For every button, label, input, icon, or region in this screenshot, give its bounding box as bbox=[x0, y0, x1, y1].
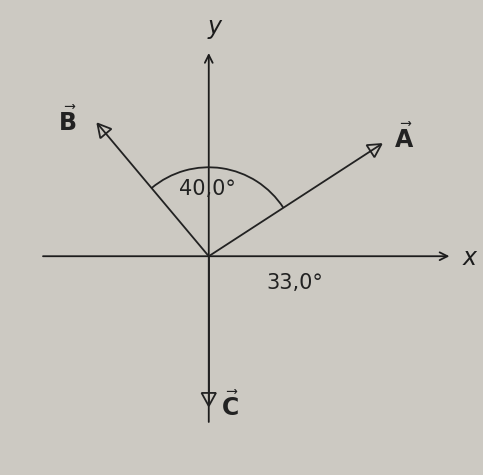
Text: 33,0°: 33,0° bbox=[267, 273, 324, 293]
Text: $y$: $y$ bbox=[207, 18, 224, 41]
Text: $\vec{\mathbf{C}}$: $\vec{\mathbf{C}}$ bbox=[221, 391, 239, 421]
Text: $\vec{\mathbf{A}}$: $\vec{\mathbf{A}}$ bbox=[394, 124, 414, 153]
Text: 40,0°: 40,0° bbox=[179, 179, 236, 199]
Text: $\vec{\mathbf{B}}$: $\vec{\mathbf{B}}$ bbox=[58, 106, 77, 135]
Text: $x$: $x$ bbox=[462, 247, 478, 270]
